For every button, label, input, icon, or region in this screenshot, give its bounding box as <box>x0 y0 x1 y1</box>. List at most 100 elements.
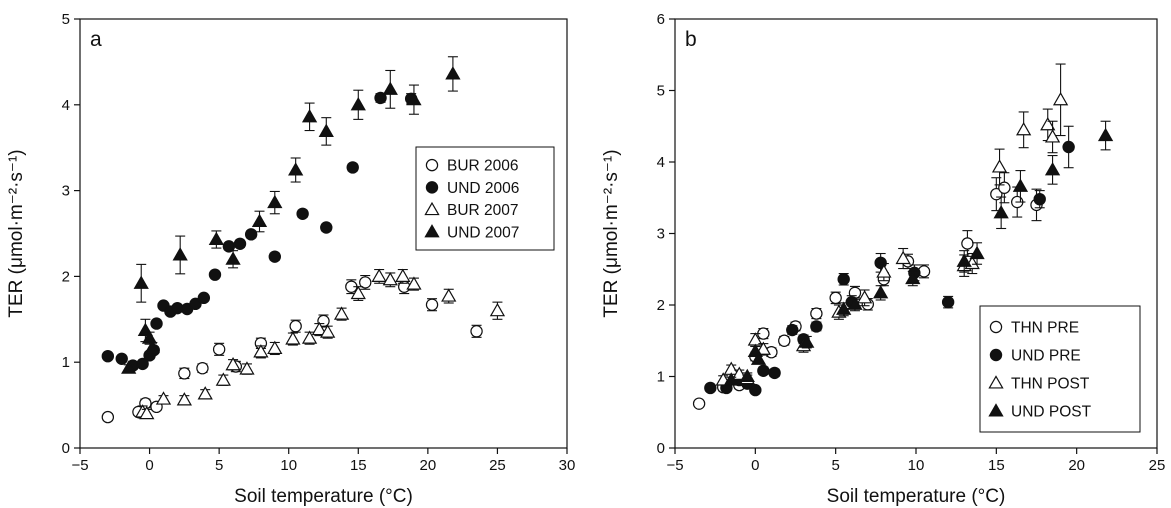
panel-b-data-point <box>1044 162 1061 176</box>
panel-b-data-point <box>739 368 755 383</box>
panel-a-data-point <box>172 247 188 261</box>
panel-a-data-point <box>212 343 226 356</box>
panel-a-data-point <box>141 330 158 344</box>
panel-a-data-point <box>320 221 333 234</box>
panel-a-y-tick-label: 0 <box>62 440 70 457</box>
panel-a-y-axis-title: TER (μmol·m⁻²·s⁻¹) <box>6 149 27 317</box>
panel-a-data-point <box>101 349 115 363</box>
panel-a-data-point <box>395 268 411 282</box>
panel-b-y-tick-label: 2 <box>657 297 665 314</box>
panel-b-legend-marker <box>989 320 1003 334</box>
panel-b-data-point <box>1040 117 1056 131</box>
panel-a-data-point <box>374 91 387 105</box>
panel-a-data-point <box>371 268 387 282</box>
panel-a-data-point <box>311 321 327 336</box>
panel-a-data-point <box>239 361 255 375</box>
panel-b-y-tick-label: 6 <box>657 11 665 28</box>
panel-a-data-point <box>121 360 137 374</box>
panel-b-data-point <box>768 366 781 380</box>
panel-b-data-point <box>941 295 955 309</box>
panel-b-data-point <box>757 364 770 377</box>
panel-b-legend-label: THN PRE <box>1011 320 1079 337</box>
panel-b-data-point <box>723 372 739 386</box>
panel-a-data-point <box>268 250 281 263</box>
panel-b-data-point <box>755 341 772 355</box>
panel-a-data-point <box>296 207 309 220</box>
panel-a-data-point <box>301 330 318 344</box>
panel-b-legend-label: UND POST <box>1011 404 1092 421</box>
panel-a-x-tick-label: −5 <box>71 457 88 474</box>
panel-b-x-tick-label: −5 <box>666 457 683 474</box>
panel-a-x-tick-label: 15 <box>350 457 367 474</box>
panel-b-data-point <box>750 351 767 365</box>
panel-b-data-point <box>991 159 1008 173</box>
panel-a-x-tick-label: 25 <box>489 457 506 474</box>
panel-a-data-point <box>225 251 241 265</box>
panel-a-data-point <box>288 162 304 176</box>
panel-b-data-point <box>786 323 799 337</box>
panel-a-data-point <box>333 306 350 320</box>
panel-b-data-point <box>873 285 889 299</box>
panel-a-data-point <box>267 194 283 209</box>
panel-a-data-point <box>320 324 336 338</box>
panel-b-data-point <box>969 245 985 260</box>
panel-a-legend-box <box>415 146 555 251</box>
panel-a-series-4 <box>121 56 461 374</box>
panel-a-y-tick-label: 2 <box>62 268 70 285</box>
panel-a-data-point <box>253 344 269 358</box>
panel-a-data-point <box>301 109 318 123</box>
panel-a-data-point <box>382 272 398 286</box>
panel-a-y-tick-label: 3 <box>62 183 70 200</box>
panel-b-data-point <box>1062 140 1075 154</box>
panel-b-data-point <box>731 366 747 380</box>
panel-a-data-point <box>285 331 301 345</box>
panel-b-legend-box <box>979 305 1141 433</box>
panel-a-data-point <box>406 91 422 106</box>
panel-b-x-axis-title: Soil temperature (°C) <box>827 486 1006 507</box>
panel-a-data-point <box>139 405 155 420</box>
panel-b-data-point <box>799 334 815 348</box>
panel-b-data-point <box>1033 192 1046 206</box>
panel-a-x-tick-label: 5 <box>215 457 223 474</box>
panel-b-y-tick-label: 1 <box>657 369 665 386</box>
panel-a-data-point <box>406 276 422 290</box>
panel-b-data-point <box>956 253 972 267</box>
panel-b-data-point <box>778 334 791 347</box>
panel-b-data-point <box>1016 122 1032 136</box>
panel-b-data-point <box>829 291 842 305</box>
panel-a-data-point <box>318 123 334 137</box>
panel-a-data-point <box>101 410 115 424</box>
panel-b-data-point <box>1052 91 1069 106</box>
panel-b-data-point <box>810 320 823 333</box>
panel-a-data-point <box>489 302 506 317</box>
panel-a-data-point <box>346 161 359 174</box>
panel-a-x-tick-label: 30 <box>559 457 576 474</box>
panel-a-legend: BUR 2006 UND 2006 BUR 2007 UND 2007 <box>415 146 555 251</box>
panel-a-x-tick-label: 10 <box>280 457 297 474</box>
panel-b-data-point <box>704 381 717 395</box>
panel-b-data-point <box>810 307 823 320</box>
panel-b-data-point <box>998 181 1011 194</box>
panel-b-data-point <box>961 237 974 250</box>
panel-a-legend-marker <box>425 158 439 172</box>
panel-b-legend-marker <box>988 375 1004 389</box>
panel-b-x-tick-label: 25 <box>1149 457 1166 474</box>
panel-b-x-tick-label: 5 <box>831 457 839 474</box>
panel-a-data-point <box>176 392 192 406</box>
panel-b-x-tick-label: 10 <box>908 457 925 474</box>
panel-b-y-tick-label: 3 <box>657 226 665 243</box>
panel-b-y-tick-label: 0 <box>657 440 665 457</box>
panel-b-data-point <box>847 296 863 310</box>
panel-a-legend-label: BUR 2007 <box>447 202 519 219</box>
panel-a-data-point <box>136 357 149 371</box>
panel-b-data-point <box>905 270 921 285</box>
panel-b-data-point <box>749 383 762 397</box>
panel-a-data-point <box>178 367 191 380</box>
panel-b-y-axis-title: TER (μmol·m⁻²·s⁻¹) <box>601 149 622 317</box>
panel-a-data-point <box>196 362 209 375</box>
panel-b-legend-label: THN POST <box>1011 376 1090 393</box>
panel-b-data-point <box>1044 129 1061 143</box>
